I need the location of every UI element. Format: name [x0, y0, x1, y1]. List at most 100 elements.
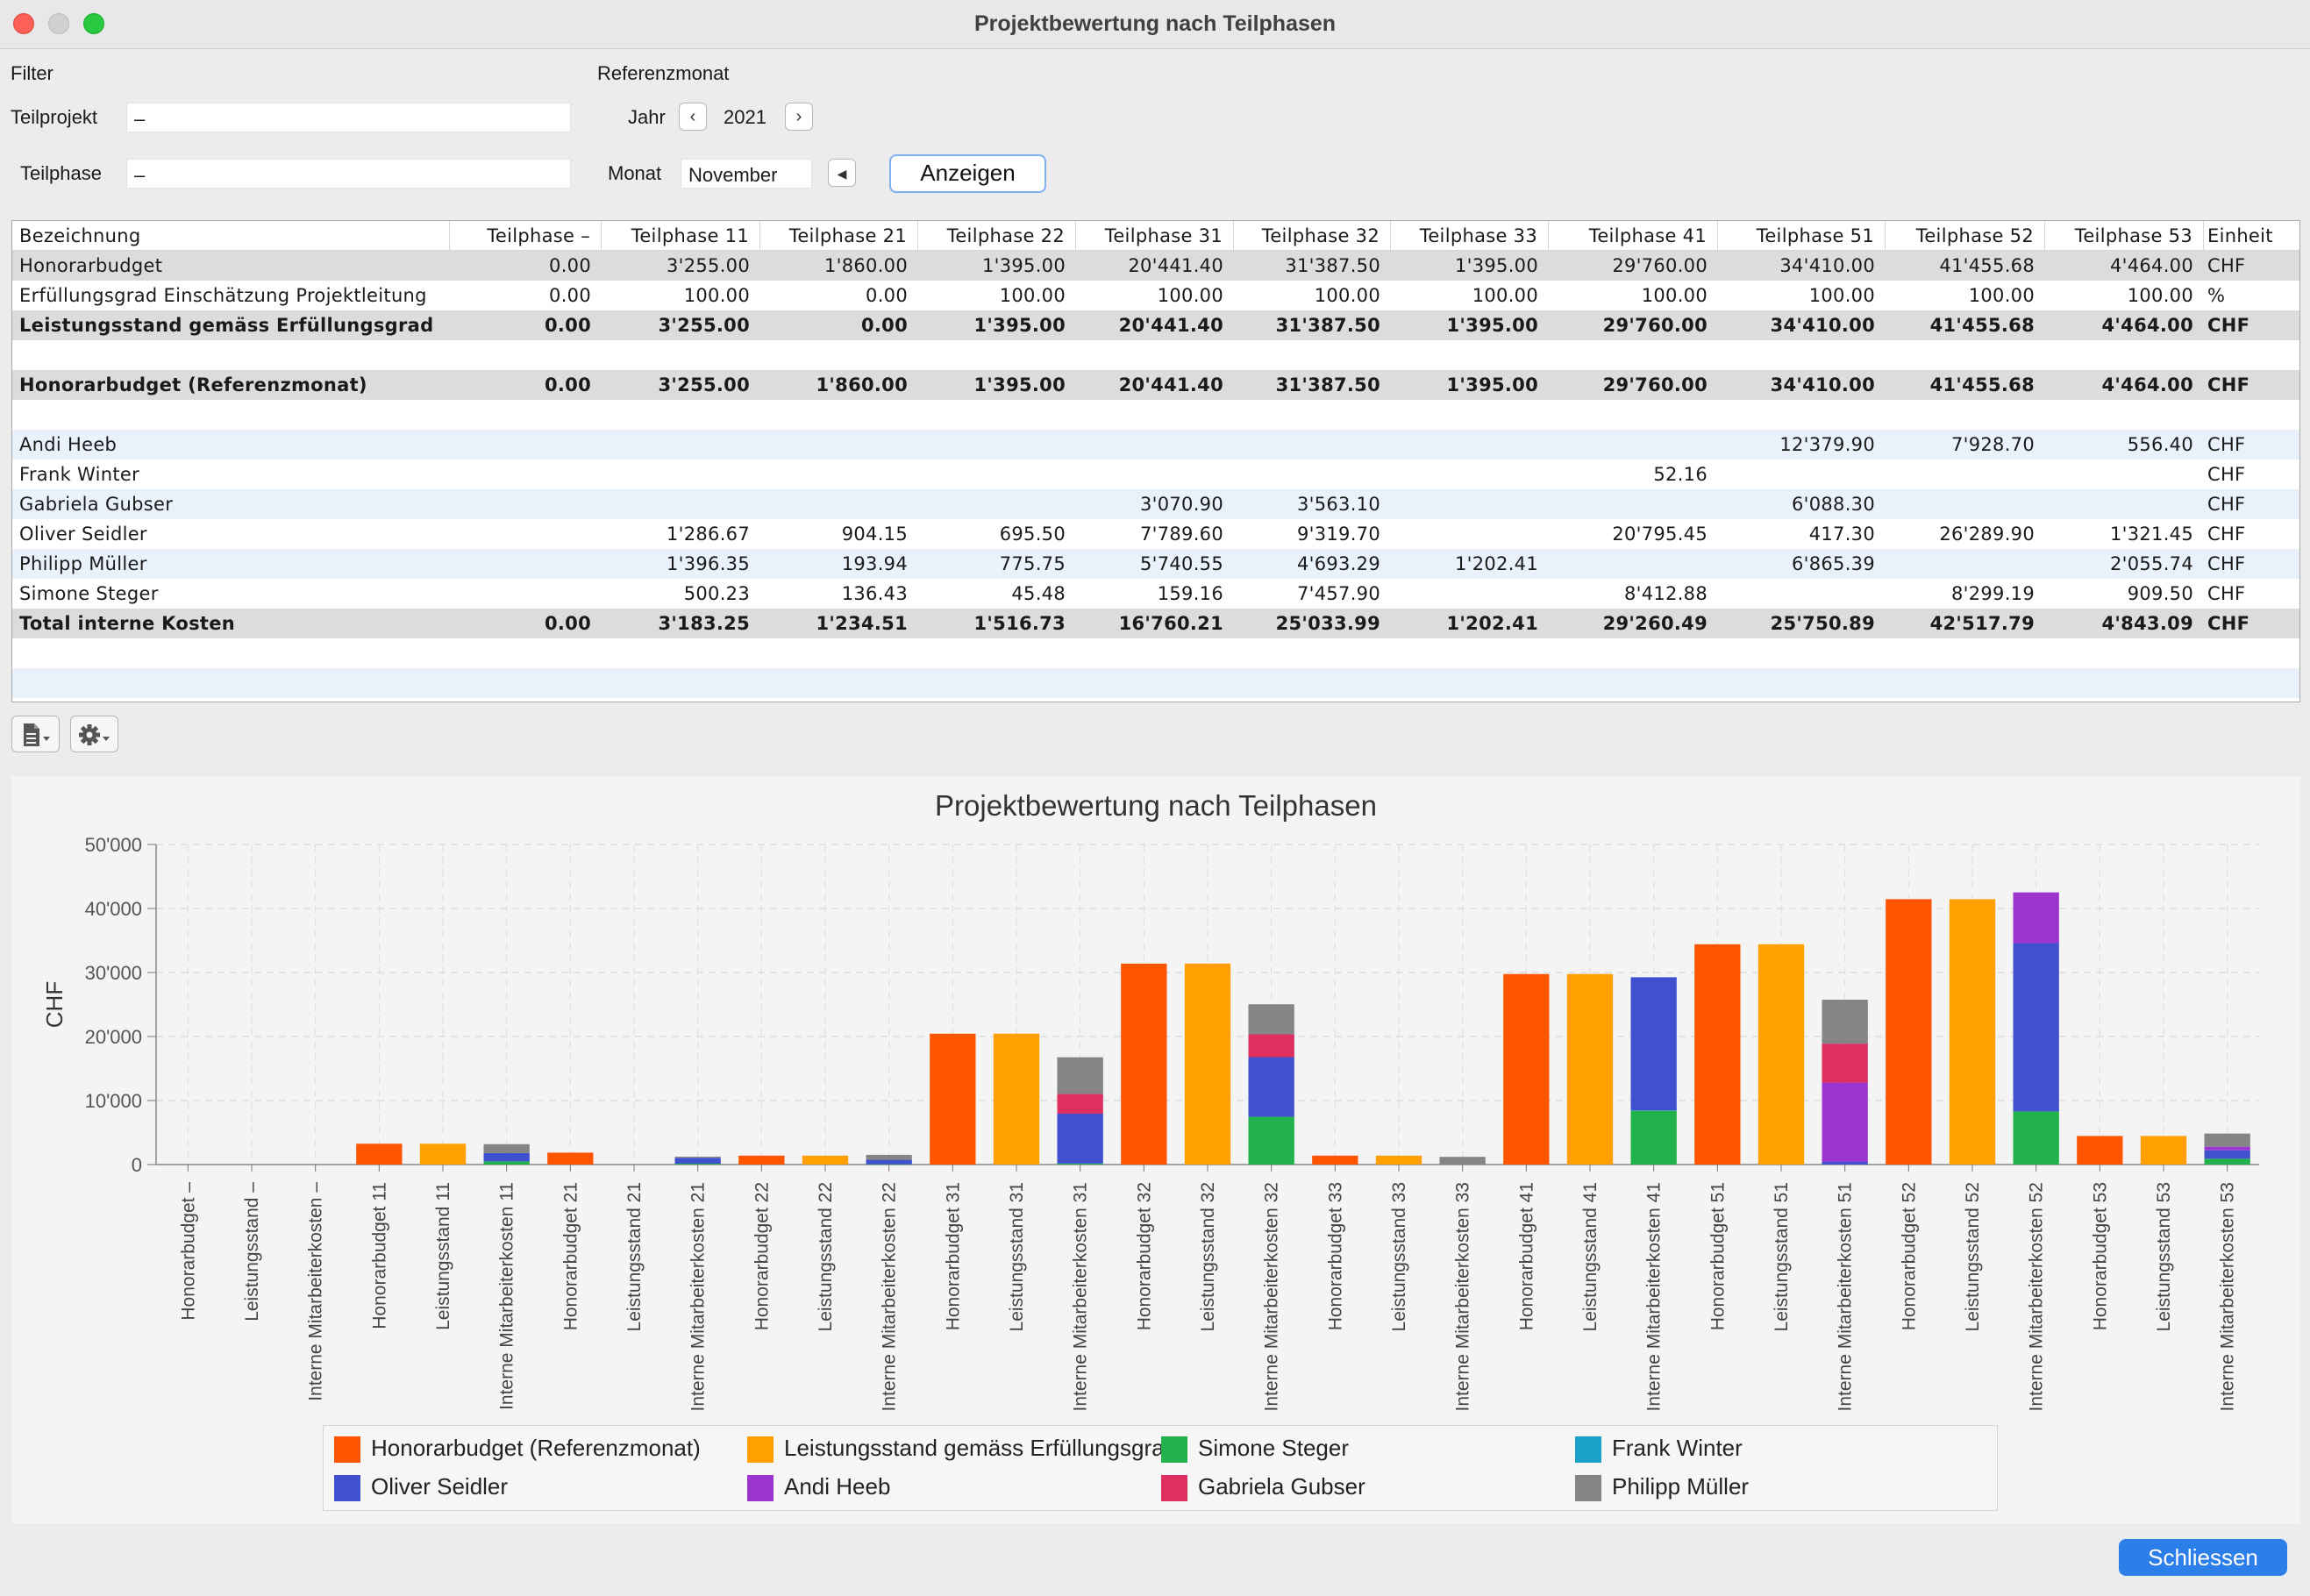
bar-segment: [1630, 1110, 1677, 1111]
unit-cell: [2204, 340, 2299, 370]
value-cell: 1'321.45: [2109, 524, 2193, 545]
settings-menu-button[interactable]: [70, 716, 118, 752]
bar-segment: [1822, 1161, 1868, 1165]
x-tick-label: Interne Mitarbeiterkosten 22: [880, 1182, 900, 1411]
export-menu-button[interactable]: [11, 716, 60, 752]
value-cell: 1'396.35: [666, 553, 750, 574]
chart-legend: Honorarbudget (Referenzmonat) Leistungsst…: [323, 1425, 1998, 1511]
column-header[interactable]: Teilphase 21: [760, 221, 918, 251]
row-label: [12, 400, 450, 430]
y-tick-label: 20'000: [85, 1026, 142, 1048]
row-label: Honorarbudget: [19, 255, 163, 276]
bar-segment: [1248, 1057, 1294, 1117]
column-header[interactable]: Teilphase 11: [602, 221, 760, 251]
value-cell: 100.00: [2127, 285, 2193, 306]
bar-segment: [2204, 1133, 2250, 1147]
monat-field[interactable]: November: [681, 159, 812, 189]
teilphase-label: Teilphase: [20, 162, 102, 184]
referenzmonat-heading: Referenzmonat: [597, 62, 730, 84]
column-header[interactable]: Teilphase 41: [1549, 221, 1718, 251]
x-tick-label: Honorarbudget 22: [752, 1182, 772, 1330]
value-cell: [918, 430, 1076, 460]
close-window-button[interactable]: [13, 13, 34, 34]
row-label: [12, 340, 450, 370]
x-tick-label: Interne Mitarbeiterkosten 32: [1262, 1182, 1282, 1411]
table-row[interactable]: Total interne Kosten 0.00 3'183.25 1'234.51…: [12, 609, 2299, 638]
bar-segment: [1822, 1082, 1868, 1162]
bar-segment: [1375, 1155, 1422, 1165]
value-cell: 8'299.19: [1950, 583, 2035, 604]
table-row[interactable]: Simone Steger 500.23 136.43 45.48 159.16 7'45…: [12, 579, 2299, 609]
x-tick-label: Honorarbudget –: [178, 1182, 198, 1321]
maximize-window-button[interactable]: [83, 13, 104, 34]
teilphase-field[interactable]: –: [126, 159, 571, 189]
value-cell: 100.00: [1641, 285, 1708, 306]
legend-swatch: [1161, 1436, 1187, 1463]
anzeigen-button[interactable]: Anzeigen: [889, 154, 1046, 193]
table-row[interactable]: [12, 340, 2299, 370]
value-cell: [450, 638, 602, 668]
table-row[interactable]: Philipp Müller 1'396.35 193.94 775.75 5'740.…: [12, 549, 2299, 579]
value-cell: 41'455.68: [1929, 315, 2035, 336]
minimize-window-button[interactable]: [48, 13, 69, 34]
column-header[interactable]: Teilphase –: [450, 221, 602, 251]
year-previous-button[interactable]: ‹: [679, 103, 707, 131]
table-row[interactable]: [12, 400, 2299, 430]
table-row[interactable]: [12, 638, 2299, 668]
bar-segment: [2140, 1136, 2187, 1165]
monat-label: Monat: [608, 162, 662, 184]
bar-segment: [419, 1144, 467, 1165]
x-tick-label: Leistungsstand 53: [2154, 1182, 2174, 1331]
unit-cell: [2204, 668, 2299, 698]
table-row[interactable]: Andi Heeb 12'379.90 7'928.70 556.40 CHF: [12, 430, 2299, 460]
value-cell: [1719, 340, 1886, 370]
value-cell: 1'395.00: [1446, 374, 1538, 395]
value-cell: 26'289.90: [1939, 524, 2035, 545]
value-cell: [2044, 638, 2204, 668]
close-button[interactable]: Schliessen: [2119, 1539, 2287, 1576]
value-cell: [918, 638, 1076, 668]
value-cell: [918, 340, 1076, 370]
legend-swatch: [1575, 1475, 1601, 1501]
value-cell: [1391, 430, 1549, 460]
y-tick-label: 50'000: [85, 834, 142, 856]
value-cell: 29'260.49: [1602, 613, 1708, 634]
table-row[interactable]: Gabriela Gubser 3'070.90 3'563.10 6'088.30 C…: [12, 489, 2299, 519]
column-header[interactable]: Teilphase 32: [1233, 221, 1391, 251]
column-header[interactable]: Teilphase 33: [1391, 221, 1549, 251]
value-cell: [1076, 430, 1234, 460]
column-header[interactable]: Bezeichnung: [12, 221, 450, 251]
x-tick-label: Interne Mitarbeiterkosten 33: [1453, 1182, 1473, 1411]
teilprojekt-field[interactable]: –: [126, 103, 571, 132]
bar-segment: [1439, 1157, 1486, 1165]
value-cell: [450, 400, 602, 430]
title-bar: Projektbewertung nach Teilphasen: [0, 0, 2310, 49]
table-row[interactable]: Oliver Seidler 1'286.67 904.15 695.50 7'789.…: [12, 519, 2299, 549]
jahr-label: Jahr: [628, 106, 666, 128]
column-header[interactable]: Teilphase 53: [2044, 221, 2204, 251]
table-row[interactable]: Honorarbudget 0.00 3'255.00 1'860.00 1'395.0…: [12, 251, 2299, 281]
month-previous-button[interactable]: ◀: [828, 159, 856, 187]
value-cell: 556.40: [2127, 434, 2193, 455]
column-header[interactable]: Teilphase 22: [918, 221, 1076, 251]
value-cell: 909.50: [2127, 583, 2193, 604]
bar-segment: [674, 1158, 721, 1165]
x-tick-label: Honorarbudget 32: [1134, 1182, 1154, 1330]
table-row[interactable]: Honorarbudget (Referenzmonat) 0.00 3'255.0…: [12, 370, 2299, 400]
value-cell: [918, 668, 1076, 698]
unit-cell: CHF: [2207, 524, 2246, 545]
bar-segment: [2077, 1136, 2123, 1165]
table-row[interactable]: Erfüllungsgrad Einschätzung Projektleitu…: [12, 281, 2299, 310]
column-header[interactable]: Teilphase 51: [1719, 221, 1886, 251]
table-row[interactable]: Leistungsstand gemäss Erfüllungsgrad 0.00…: [12, 310, 2299, 340]
column-header[interactable]: Teilphase 31: [1076, 221, 1234, 251]
bar-segment: [1312, 1155, 1358, 1165]
table-row[interactable]: Frank Winter 52.16 CHF: [12, 460, 2299, 489]
column-header[interactable]: Einheit: [2207, 225, 2273, 246]
value-cell: [1391, 340, 1549, 370]
column-header[interactable]: Teilphase 52: [1886, 221, 2045, 251]
year-next-button[interactable]: ›: [785, 103, 813, 131]
value-cell: [760, 489, 918, 519]
x-tick-label: Leistungsstand 51: [1772, 1182, 1792, 1331]
table-row[interactable]: [12, 668, 2299, 698]
